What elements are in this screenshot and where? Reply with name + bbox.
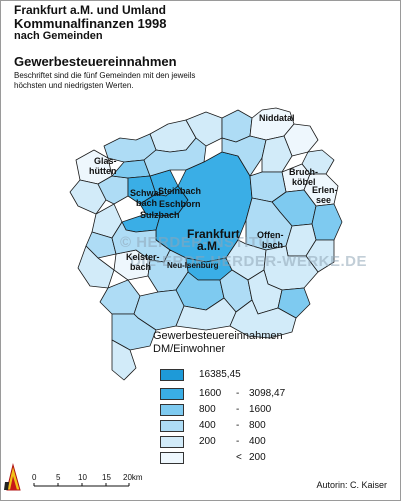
label-offenbach-2: bach (262, 240, 283, 250)
map-description: Beschriftet sind die fünf Gemeinden mit … (14, 71, 196, 90)
legend-dash: - (236, 404, 240, 415)
municipality-south-11[interactable] (111, 339, 137, 381)
legend-swatch (160, 388, 184, 400)
legend-row: 400 - 800 (160, 420, 400, 433)
legend-swatch (160, 369, 184, 381)
legend-swatch (160, 452, 184, 464)
legend-swatch (160, 436, 184, 448)
legend-title-line1: Gewerbesteuereinnahmen (153, 330, 283, 342)
legend-swatch (160, 404, 184, 416)
legend-to: 200 (249, 452, 266, 463)
legend-from: 16385,45 (199, 369, 241, 380)
label-sulzbach: Sulzbach (140, 210, 180, 220)
legend-title: Gewerbesteuereinnahmen DM/Einwohner (153, 330, 283, 356)
scale-label: 20km (123, 474, 143, 482)
municipality-east-5[interactable] (311, 203, 343, 241)
scale-label: 0 (32, 474, 37, 482)
label-glashuetten-1: Glas- (94, 156, 117, 166)
header-region: Frankfurt a.M. und Umland (14, 3, 167, 17)
scale-label: 15 (102, 474, 111, 482)
scale-bar: 0 5 10 15 20km (32, 474, 143, 487)
publisher-logo-icon (4, 463, 21, 491)
legend-row: < 200 (160, 452, 400, 465)
label-schwalbach-2: bach (136, 198, 157, 208)
legend-row: 800 - 1600 (160, 404, 400, 417)
label-frankfurt-1: Frankfurt (187, 227, 240, 241)
label-steinbach: Steinbach (158, 186, 201, 196)
label-eschborn: Eschborn (159, 199, 201, 209)
watermark-line1: © HERDER-INSTITUT (120, 234, 280, 251)
author-credit: Autorin: C. Kaiser (316, 480, 387, 490)
legend-dash: - (236, 420, 240, 431)
header-title: Kommunalfinanzen 1998 (14, 16, 167, 31)
legend-swatch (160, 420, 184, 432)
municipality-west-3[interactable] (111, 159, 151, 179)
label-schwalbach-1: Schwal- (130, 188, 164, 198)
label-neuisenburg: Neu-Isenburg (167, 261, 219, 270)
legend-from: < (236, 452, 242, 463)
legend-to: 800 (249, 420, 266, 431)
legend-from: 800 (199, 404, 216, 415)
legend-row: 1600 - 3098,47 (160, 388, 400, 401)
header-subtitle: nach Gemeinden (14, 30, 103, 42)
label-glashuetten-2: hütten (89, 166, 117, 176)
municipality-west-5[interactable] (85, 231, 117, 259)
legend-to: 1600 (249, 404, 272, 415)
legend-title-line2: DM/Einwohner (153, 343, 226, 355)
legend-to: 3098,47 (249, 388, 286, 399)
legend-from: 200 (199, 436, 216, 447)
watermark-line2: DIE-ERDE.HERDER-WERKE.DE (130, 253, 367, 270)
scale-label: 10 (78, 474, 87, 482)
label-erlensee-1: Erlen- (312, 185, 338, 195)
legend-from: 400 (199, 420, 216, 431)
label-niddatal: Niddatal (259, 113, 295, 123)
label-bruchkoebel-1: Bruch- (289, 167, 318, 177)
label-erlensee-2: see (316, 195, 331, 205)
municipality-south-7[interactable] (277, 287, 311, 319)
label-kelsterbach-1: Kelster- (126, 252, 160, 262)
legend-row: 16385,45 (160, 369, 400, 382)
map-subtitle: Gewerbesteuereinnahmen (14, 54, 177, 69)
label-kelsterbach-2: bach (130, 262, 151, 272)
legend-to: 400 (249, 436, 266, 447)
scale-label: 5 (56, 474, 61, 482)
label-bruchkoebel-2: köbel (292, 177, 316, 187)
municipality-south-12[interactable] (229, 299, 297, 339)
map-header: Frankfurt a.M. und Umland Kommunalfinanz… (14, 4, 166, 43)
legend-row: 200 - 400 (160, 436, 400, 449)
legend-dash: - (236, 436, 240, 447)
label-frankfurt-2: a.M. (197, 239, 220, 253)
legend-from: 1600 (199, 388, 222, 399)
legend-dash: - (236, 388, 240, 399)
label-offenbach-1: Offen- (257, 230, 284, 240)
